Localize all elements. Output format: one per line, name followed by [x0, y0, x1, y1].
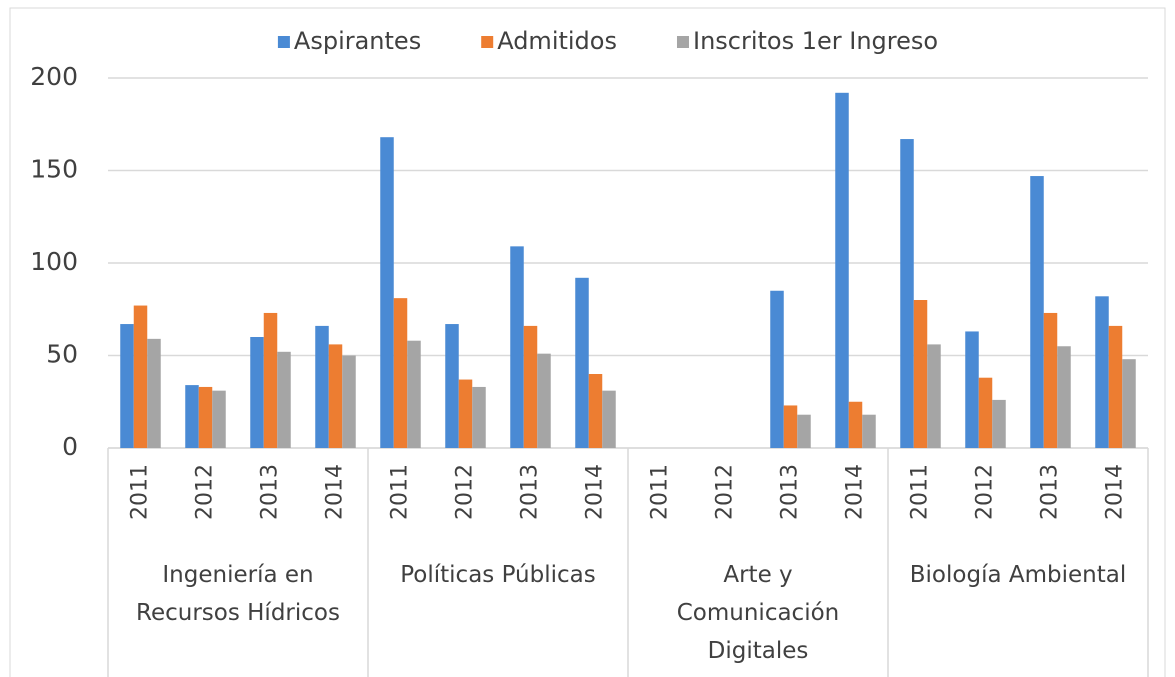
bar: [770, 290, 784, 448]
chart-border: [9, 7, 1166, 677]
y-tick-label: 50: [46, 340, 78, 369]
y-tick-label: 200: [30, 62, 78, 91]
bar: [445, 324, 459, 448]
x-tick-label: 2014: [843, 464, 868, 520]
bar: [472, 386, 486, 448]
x-tick-label: 2012: [193, 464, 218, 520]
x-tick-label: 2011: [648, 464, 673, 520]
y-tick-label: 100: [30, 247, 78, 276]
bar: [458, 379, 473, 448]
bar: [198, 386, 213, 448]
bar: [380, 137, 394, 448]
bar: [797, 414, 811, 448]
bar: [835, 92, 849, 449]
bar: [133, 305, 148, 448]
x-tick-label: 2012: [973, 464, 998, 520]
bar: [120, 324, 134, 448]
bar: [1122, 359, 1136, 448]
x-tick-label: 2011: [128, 464, 153, 520]
bar: [913, 300, 928, 448]
y-tick-label: 0: [62, 432, 78, 461]
bar: [250, 337, 264, 448]
x-tick-label: 2011: [908, 464, 933, 520]
legend-marker: [676, 36, 689, 48]
bar: [147, 338, 161, 448]
bar: [212, 390, 226, 448]
x-tick-label: 2012: [453, 464, 478, 520]
legend-label: Aspirantes: [294, 27, 421, 55]
group-label: Ingeniería en Recursos Hídricos: [136, 562, 340, 626]
bar: [185, 385, 199, 448]
bar: [277, 351, 291, 448]
bar: [342, 355, 356, 448]
bar: [602, 390, 616, 448]
bar: [315, 325, 329, 448]
x-tick-label: 2013: [258, 464, 283, 520]
x-tick-label: 2014: [1103, 464, 1128, 520]
bar: [1043, 312, 1058, 448]
x-tick-label: 2013: [778, 464, 803, 520]
bar: [1108, 325, 1123, 448]
x-tick-label: 2013: [1038, 464, 1063, 520]
bar: [1030, 176, 1044, 449]
bar: [927, 344, 941, 448]
bar: [783, 405, 798, 448]
bar: [965, 331, 979, 448]
x-tick-label: 2013: [518, 464, 543, 520]
bar: [575, 277, 589, 448]
bar: [393, 298, 408, 448]
group-label: Arte y Comunicación Digitales: [676, 562, 840, 664]
y-tick-label: 150: [30, 155, 78, 184]
x-tick-label: 2011: [388, 464, 413, 520]
x-tick-label: 2012: [713, 464, 738, 520]
bar: [263, 312, 278, 448]
bar: [992, 399, 1006, 448]
bar: [1057, 346, 1071, 448]
bar: [407, 340, 421, 448]
bar: [588, 374, 603, 448]
group-label: Políticas Públicas: [400, 562, 596, 588]
bar: [510, 246, 524, 448]
bar: [523, 325, 538, 448]
group-label: Biología Ambiental: [909, 562, 1127, 588]
legend-label: Inscritos 1er Ingreso: [693, 27, 938, 55]
bar: [848, 401, 863, 448]
x-tick-label: 2014: [323, 464, 348, 520]
bar: [978, 377, 993, 448]
bar: [328, 344, 343, 448]
legend-label: Admitidos: [497, 27, 617, 55]
bar: [900, 139, 914, 449]
bar: [862, 414, 876, 448]
legend-marker: [277, 36, 290, 48]
legend-marker: [481, 36, 494, 48]
x-tick-label: 2014: [583, 464, 608, 520]
bar: [1095, 296, 1109, 448]
bar: [537, 353, 551, 448]
